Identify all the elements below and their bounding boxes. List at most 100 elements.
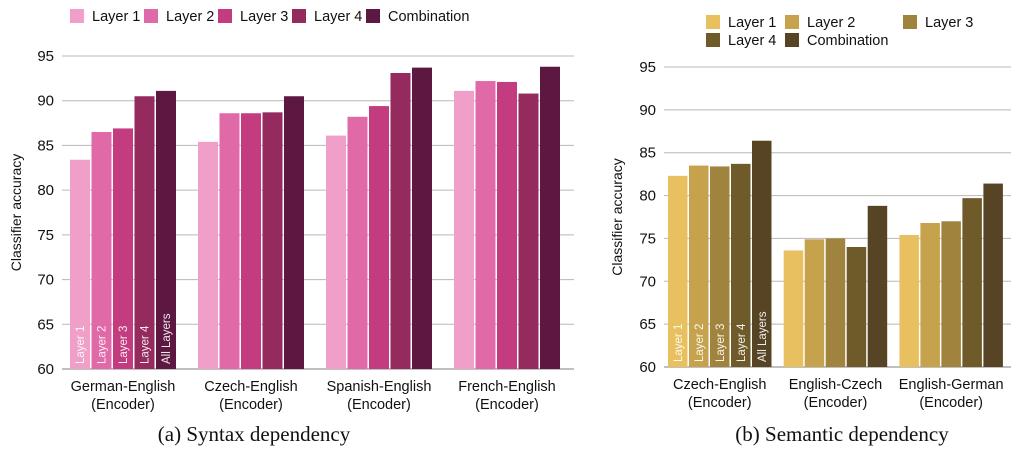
bar (198, 141, 218, 369)
bar (70, 159, 90, 369)
y-tick-label: 95 (639, 59, 656, 76)
bar (412, 67, 432, 369)
bar (369, 106, 389, 369)
legend-swatch (903, 15, 917, 29)
bar (731, 163, 751, 367)
legend-swatch (70, 9, 84, 23)
chart-syntax: 60 65 70 75 80 85 90 95 Classifier accuracy Layer… (8, 9, 574, 446)
y-tick-label: 80 (37, 182, 54, 199)
bar (156, 90, 176, 370)
legend-swatch (144, 9, 158, 23)
y-tick-label: 60 (639, 359, 656, 376)
legend-label: Combination (388, 9, 469, 25)
bar (825, 238, 846, 367)
bar (390, 72, 411, 370)
bar-label: Layer 2 (97, 326, 109, 364)
x-tick-label: Czech-English (204, 379, 298, 395)
legend-swatch (706, 15, 720, 29)
bar (983, 183, 1003, 367)
bar (134, 96, 155, 369)
x-tick-label-sub: (Encoder) (688, 395, 752, 411)
y-tick-label: 65 (639, 316, 656, 333)
legend-label: Layer 4 (728, 33, 776, 49)
legend-label: Layer 4 (314, 9, 362, 25)
x-tick-label: German-English (71, 379, 176, 395)
bar (113, 128, 133, 369)
bar (91, 132, 112, 369)
legend: Layer 1 Layer 2 Layer 3 Layer 4 Combination (70, 9, 469, 25)
legend-swatch (218, 9, 232, 23)
caption: (a) Syntax dependency (158, 422, 351, 446)
legend-swatch (292, 9, 306, 23)
x-tick-label-sub: (Encoder) (219, 397, 283, 413)
bar (783, 250, 804, 367)
legend-label: Layer 1 (92, 9, 140, 25)
legend: Layer 1 Layer 2 Layer 3 Layer 4 Combination (706, 15, 973, 49)
legend-label: Layer 2 (166, 9, 214, 25)
bar (710, 166, 730, 367)
bar-label: Layer 3 (118, 326, 130, 364)
bar (899, 235, 919, 367)
x-tick-label: English-Czech (789, 377, 883, 393)
y-tick-label: 75 (639, 230, 656, 247)
y-axis-label: Classifier accuracy (609, 158, 625, 275)
bar-label: Layer 2 (694, 324, 706, 362)
bar (497, 81, 517, 369)
y-tick-label: 80 (639, 188, 656, 205)
bar (475, 81, 496, 369)
legend-swatch (366, 9, 380, 23)
y-tick-label: 90 (37, 93, 54, 110)
bar (219, 113, 240, 369)
caption: (b) Semantic dependency (735, 422, 949, 446)
bar (920, 223, 940, 367)
bar (241, 113, 261, 369)
y-tick-label: 70 (639, 273, 656, 290)
bar (284, 96, 304, 369)
y-tick-label: 95 (37, 48, 54, 65)
legend-swatch (785, 15, 799, 29)
y-tick-label: 90 (639, 102, 656, 119)
x-tick-label: French-English (458, 379, 556, 395)
legend-swatch (785, 33, 799, 47)
bar-label: Layer 4 (140, 325, 152, 364)
x-tick-label-sub: (Encoder) (91, 397, 155, 413)
y-tick-label: 75 (37, 227, 54, 244)
bar-label: Layer 3 (715, 324, 727, 362)
bar (804, 239, 825, 367)
bar (941, 221, 961, 367)
x-tick-label-sub: (Encoder) (919, 395, 983, 411)
y-tick-label: 70 (37, 272, 54, 289)
legend-label: Layer 2 (807, 15, 855, 31)
bar-label: All Layers (161, 313, 173, 364)
legend-label: Layer 1 (728, 15, 776, 31)
bar (867, 205, 888, 367)
bar-label: Layer 1 (673, 324, 685, 362)
y-tick-label: 60 (37, 361, 54, 378)
x-tick-label: Czech-English (673, 377, 767, 393)
bar-label: Layer 4 (736, 323, 748, 362)
x-tick-label-sub: (Encoder) (347, 397, 411, 413)
y-tick-label: 85 (37, 137, 54, 154)
bar-label: All Layers (757, 311, 769, 362)
x-tick-label: English-German (899, 377, 1004, 393)
y-tick-label: 65 (37, 316, 54, 333)
bar (454, 90, 474, 370)
x-tick-label-sub: (Encoder) (804, 395, 868, 411)
x-tick-label: Spanish-English (327, 379, 432, 395)
legend-swatch (706, 33, 720, 47)
bar (846, 247, 867, 367)
bar (540, 66, 560, 369)
bar (752, 140, 772, 367)
y-tick-label: 85 (639, 145, 656, 162)
chart-semantic: 60 65 70 75 80 85 90 95 Classifier accuracy Layer… (609, 15, 1011, 446)
legend-label: Layer 3 (925, 15, 973, 31)
bar (962, 198, 982, 367)
bar (518, 93, 539, 369)
y-axis-label: Classifier accuracy (8, 154, 24, 271)
bar (347, 116, 368, 369)
legend-label: Layer 3 (240, 9, 288, 25)
bar-label: Layer 1 (75, 326, 87, 364)
legend-label: Combination (807, 33, 888, 49)
bar (262, 112, 283, 369)
